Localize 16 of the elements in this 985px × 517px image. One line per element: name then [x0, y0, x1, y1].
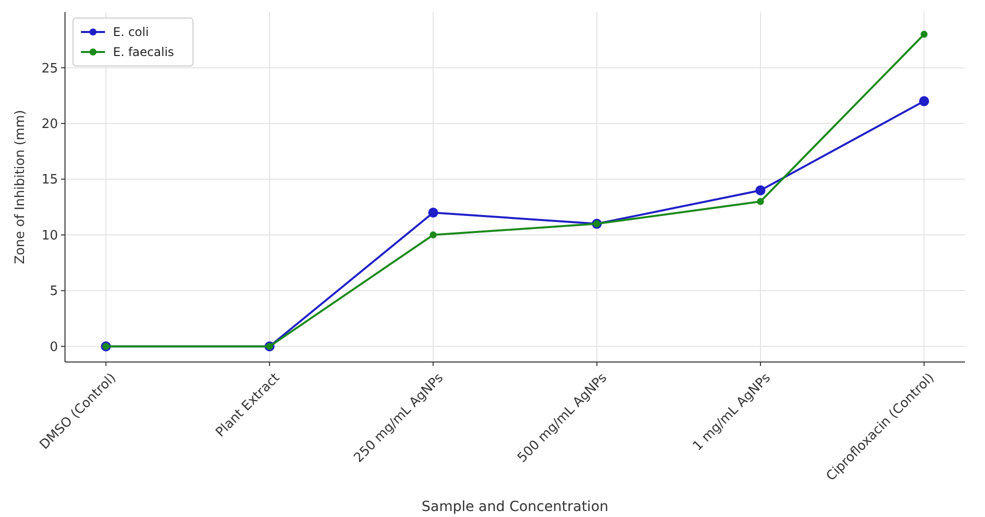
- y-axis-title: Zone of Inhibition (mm): [13, 110, 28, 264]
- y-tick-label: 20: [41, 117, 58, 132]
- y-tick-label: 15: [41, 172, 58, 188]
- point: [755, 185, 766, 196]
- point: [428, 208, 438, 218]
- y-tick-label: 10: [41, 228, 58, 244]
- legend-label: E. coli: [113, 25, 149, 40]
- y-tick-label: 0: [50, 340, 58, 355]
- point: [756, 198, 764, 205]
- x-axis-title: Sample and Concentration: [422, 499, 608, 515]
- point: [919, 96, 930, 106]
- y-tick-label: 25: [41, 61, 58, 76]
- point: [430, 231, 437, 238]
- y-tick-label: 5: [50, 284, 58, 300]
- point: [920, 30, 928, 38]
- legend-label: E. faecalis: [113, 45, 174, 60]
